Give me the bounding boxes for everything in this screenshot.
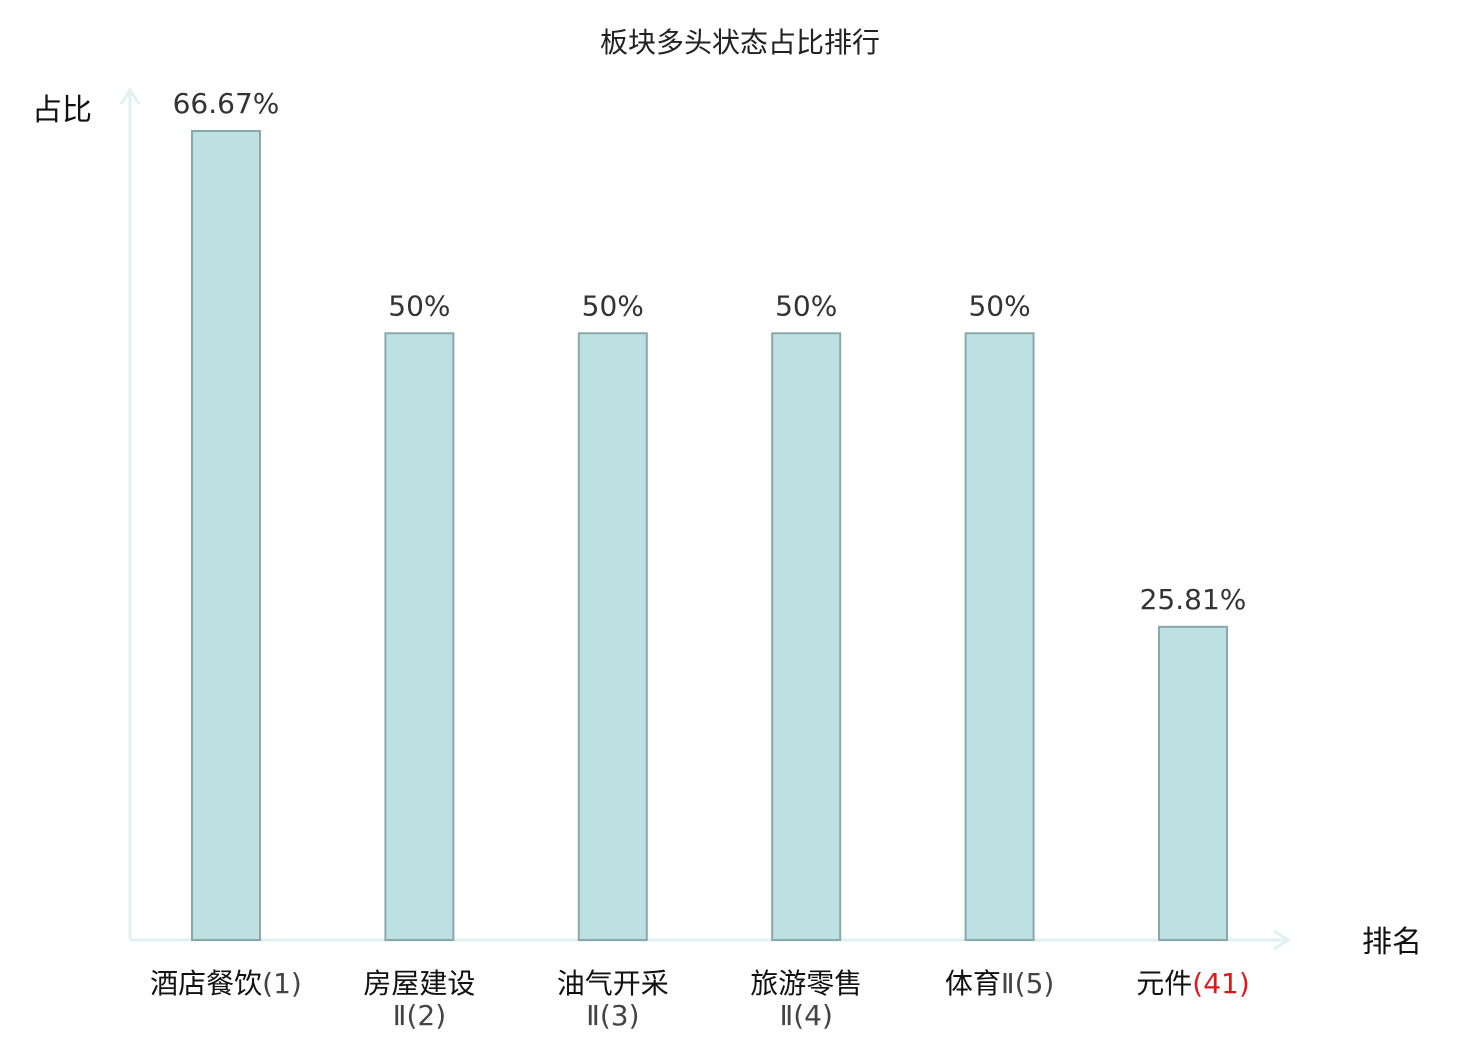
- x-tick-label: 元件(41): [1136, 967, 1250, 1000]
- bar: [964, 332, 1035, 941]
- value-label: 50%: [388, 289, 450, 322]
- y-axis-arrow: [119, 87, 141, 105]
- bar: [384, 332, 455, 941]
- bar: [771, 332, 842, 941]
- x-tick-label: 油气开采 Ⅱ(3): [557, 967, 669, 1032]
- value-label: 50%: [775, 289, 837, 322]
- x-tick-label: 房屋建设 Ⅱ(2): [363, 967, 475, 1032]
- y-axis-label: 占比: [32, 93, 92, 128]
- x-axis-arrow: [1273, 929, 1291, 951]
- bar: [1158, 625, 1228, 941]
- bar: [191, 130, 261, 941]
- chart-title: 板块多头状态占比排行: [600, 26, 880, 59]
- value-label: 50%: [968, 289, 1030, 322]
- bars: [191, 130, 1228, 941]
- x-axis-label: 排名: [1362, 925, 1422, 960]
- value-label: 50%: [582, 289, 644, 322]
- x-tick-label: 酒店餐饮(1): [150, 967, 302, 1000]
- x-tick-label: 体育Ⅱ(5): [945, 967, 1054, 1000]
- axes: [119, 87, 1291, 951]
- x-tick-labels: 酒店餐饮(1) 房屋建设 Ⅱ(2) 油气开采 Ⅱ(3) 旅游零售 Ⅱ(4) 体育Ⅱ(5) 元件(…: [150, 967, 1250, 1032]
- x-tick-label: 旅游零售 Ⅱ(4): [750, 967, 862, 1032]
- bar: [577, 332, 648, 941]
- value-labels: 66.67% 50% 50% 50% 50% 25.81%: [173, 87, 1247, 616]
- value-label: 66.67%: [173, 87, 280, 120]
- value-label: 25.81%: [1140, 583, 1247, 616]
